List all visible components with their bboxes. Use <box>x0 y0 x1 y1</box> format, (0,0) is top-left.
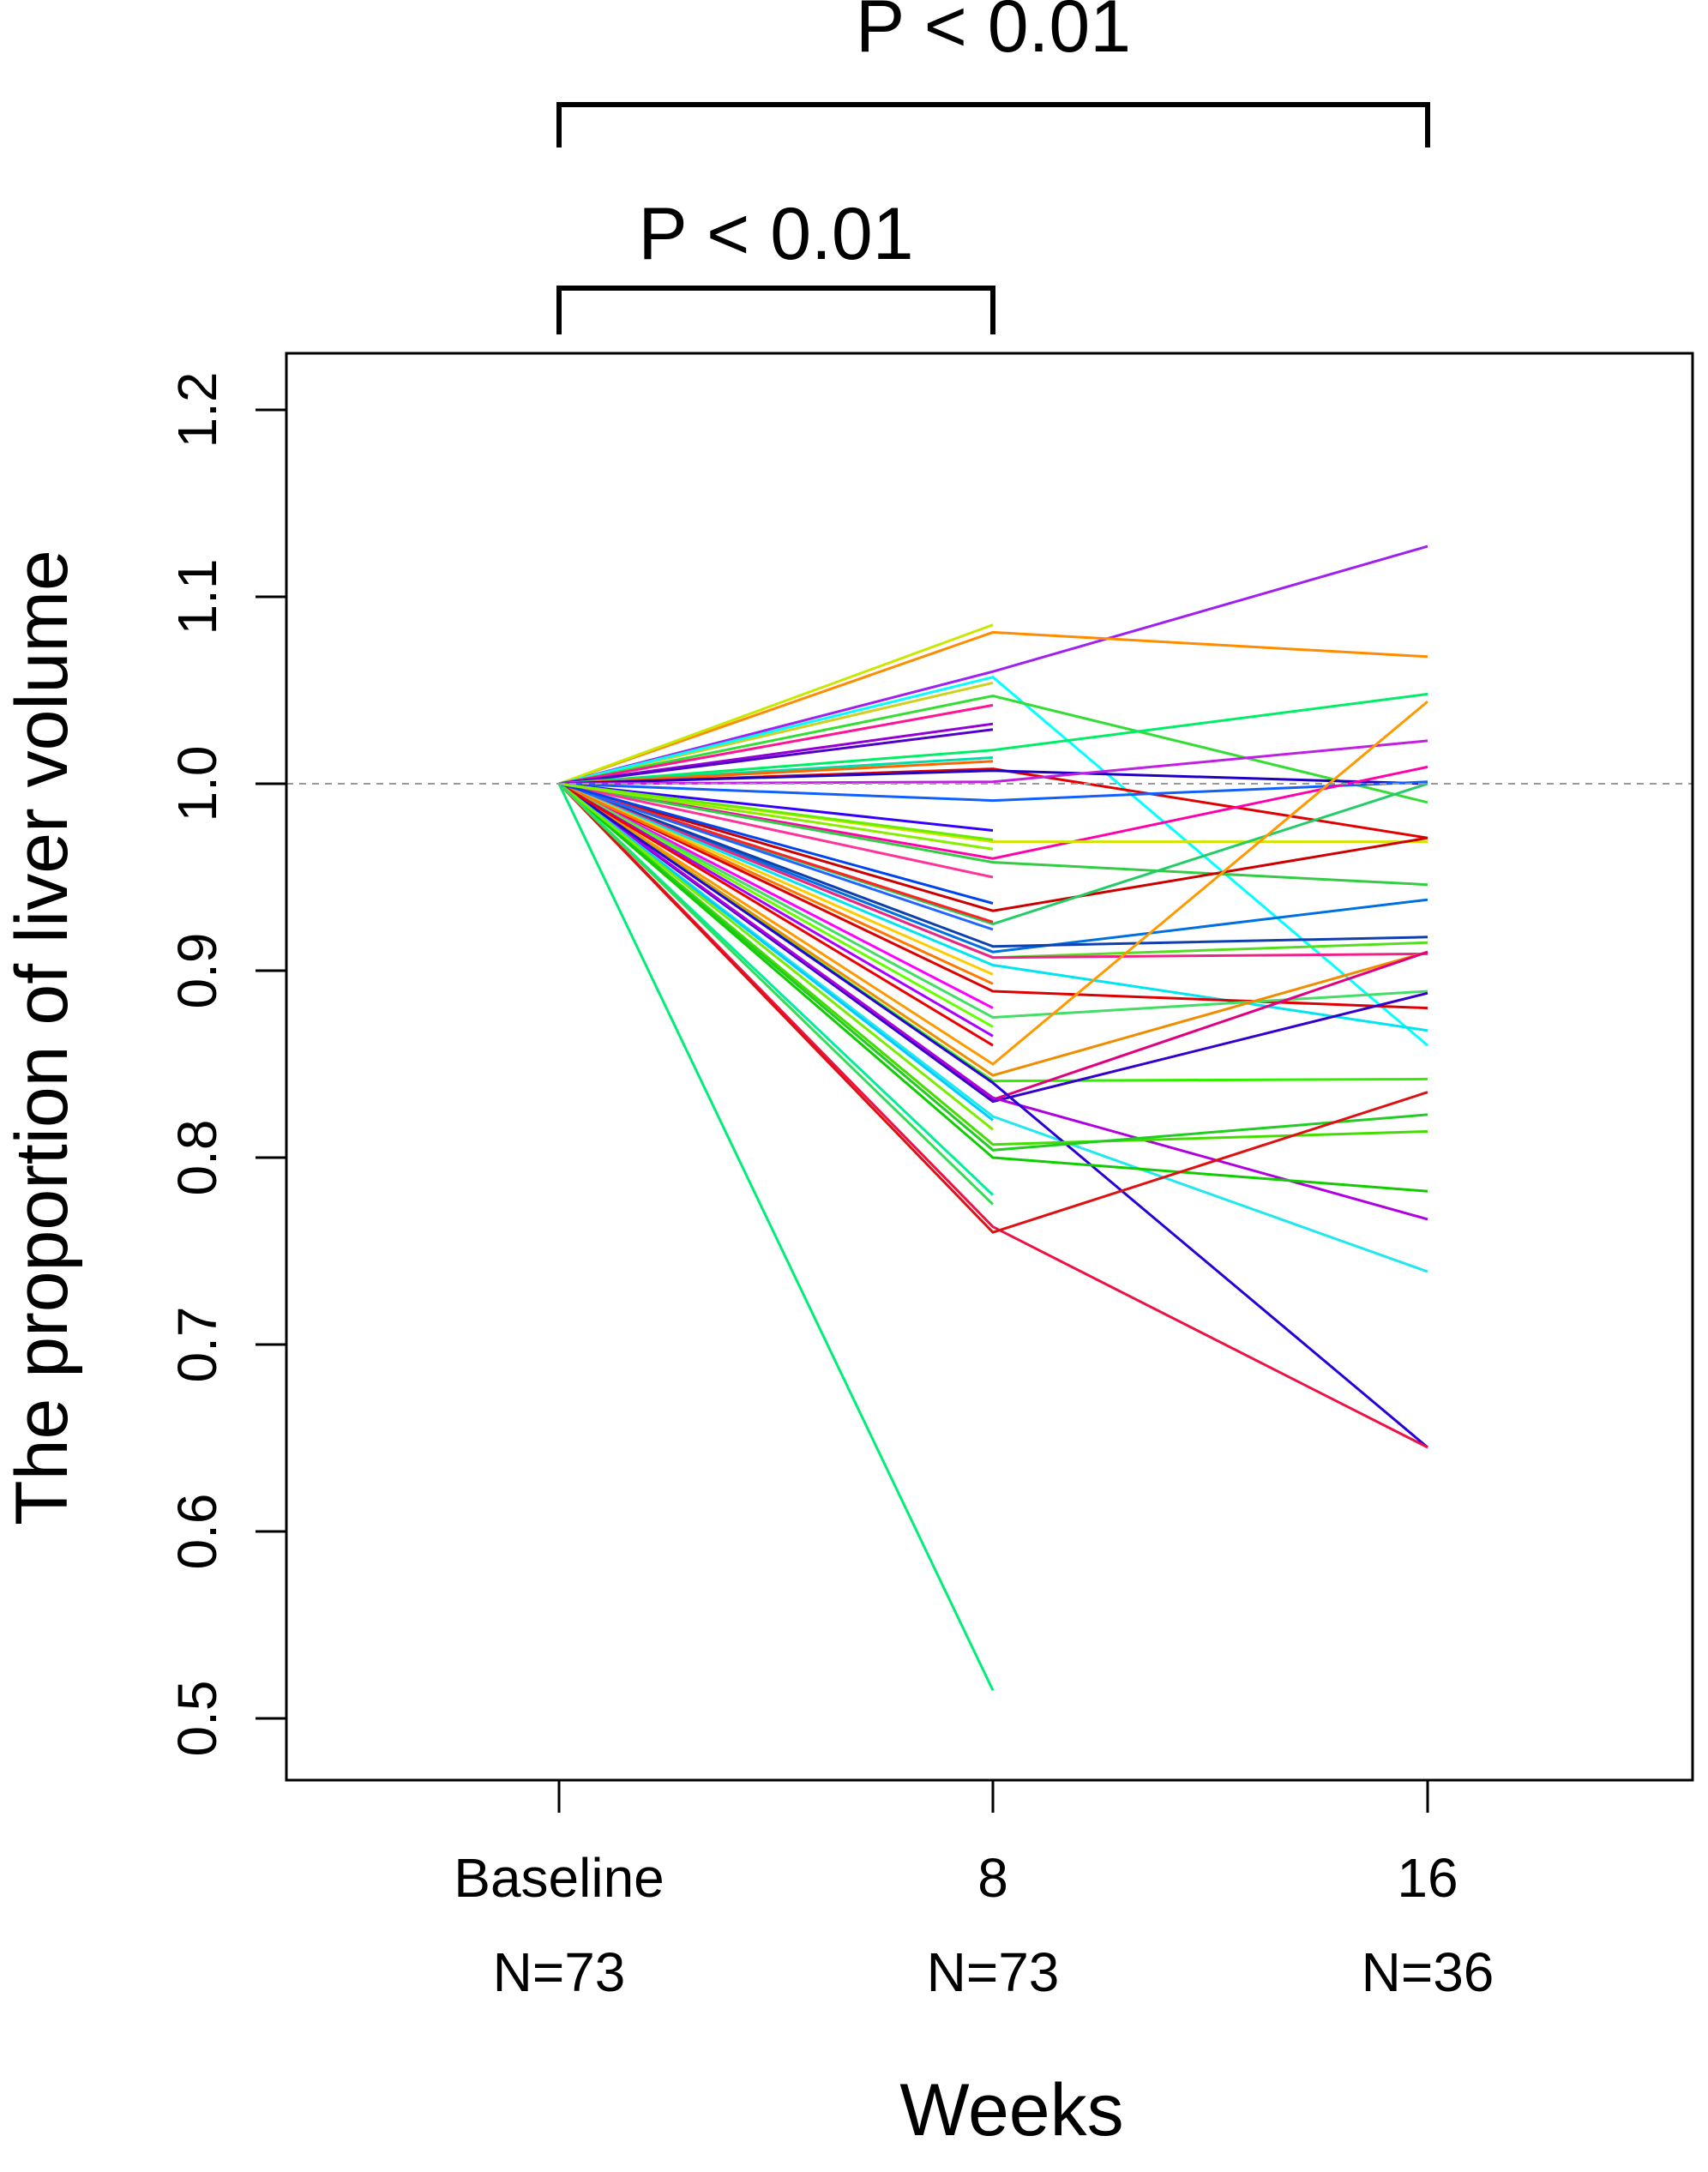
series-line-24 <box>558 782 1428 954</box>
x-tick-label-3: 16 <box>1397 1847 1458 1909</box>
series-line-52 <box>558 782 994 1047</box>
series-line-2 <box>558 630 1428 785</box>
series-line-6 <box>558 694 1428 804</box>
series-line-50 <box>558 782 994 1028</box>
bracket-1 <box>556 102 1430 147</box>
x-tick-label-2: 8 <box>977 1847 1008 1909</box>
p-value-label-2: P < 0.01 <box>638 193 913 275</box>
y-tick-label-6: 1.0 <box>166 746 228 822</box>
series-line-21 <box>558 782 994 841</box>
significance-brackets: P < 0.01 P < 0.01 <box>556 0 1430 334</box>
series-line-56 <box>557 782 995 1206</box>
series-line-9 <box>558 728 994 785</box>
x-count-label-3: N=36 <box>1362 1941 1494 2003</box>
series-line-14 <box>558 769 1428 785</box>
series-line-42 <box>558 782 1428 1193</box>
series-line-27 <box>558 782 1428 960</box>
series-line-39 <box>558 782 1428 1449</box>
y-tick-label-8: 1.2 <box>166 372 228 448</box>
series-line-59 <box>558 782 994 851</box>
x-axis: Baseline N=73 8 N=73 16 N=36 <box>454 1778 1494 2003</box>
y-tick-label-2: 0.6 <box>166 1494 228 1570</box>
series-line-1 <box>558 545 1428 785</box>
bracket-2 <box>556 286 995 334</box>
series-line-40 <box>558 782 1428 1146</box>
series-lines <box>557 545 1428 1691</box>
series-line-48 <box>558 782 994 976</box>
x-tick-label-1: Baseline <box>454 1847 665 1909</box>
y-tick-label-3: 0.7 <box>166 1307 228 1383</box>
series-line-16 <box>558 780 1428 803</box>
series-line-58 <box>558 782 994 905</box>
y-tick-label-7: 1.1 <box>166 559 228 635</box>
series-line-25 <box>558 782 1428 948</box>
series-line-30 <box>558 782 994 1009</box>
x-count-label-2: N=73 <box>927 1941 1060 2003</box>
series-line-49 <box>558 782 994 985</box>
series-line-19 <box>558 782 1428 887</box>
series-line-41 <box>558 782 1428 1152</box>
series-line-28 <box>558 782 1428 1032</box>
series-line-57 <box>558 782 994 879</box>
series-line-22 <box>558 782 1428 912</box>
series-line-47 <box>558 782 994 931</box>
y-tick-label-5: 0.9 <box>166 933 228 1009</box>
series-line-54 <box>558 782 994 1131</box>
series-line-35 <box>558 782 1428 1102</box>
series-line-20 <box>558 782 994 832</box>
series-line-33 <box>558 782 1428 1077</box>
x-count-label-1: N=73 <box>493 1941 626 2003</box>
p-value-label-1: P < 0.01 <box>856 0 1131 68</box>
x-axis-label: Weeks <box>899 2069 1123 2151</box>
y-tick-label-1: 0.5 <box>166 1681 228 1757</box>
series-line-44 <box>557 782 1428 1234</box>
y-axis-label: The proportion of liver volume <box>1 550 83 1525</box>
series-line-32 <box>558 700 1428 1066</box>
series-line-37 <box>558 782 1428 1221</box>
series-line-7 <box>558 703 994 785</box>
series-line-51 <box>558 782 994 1038</box>
y-axis: 0.5 0.6 0.7 0.8 0.9 1.0 1.1 1.2 <box>166 372 288 1757</box>
series-line-43 <box>557 782 1428 1449</box>
series-line-10 <box>558 692 1428 785</box>
plot-frame <box>285 352 1694 1782</box>
y-tick-label-4: 0.8 <box>166 1120 228 1196</box>
series-line-45 <box>557 783 995 1691</box>
series-line-5 <box>558 676 1428 1047</box>
series-line-3 <box>558 623 994 785</box>
